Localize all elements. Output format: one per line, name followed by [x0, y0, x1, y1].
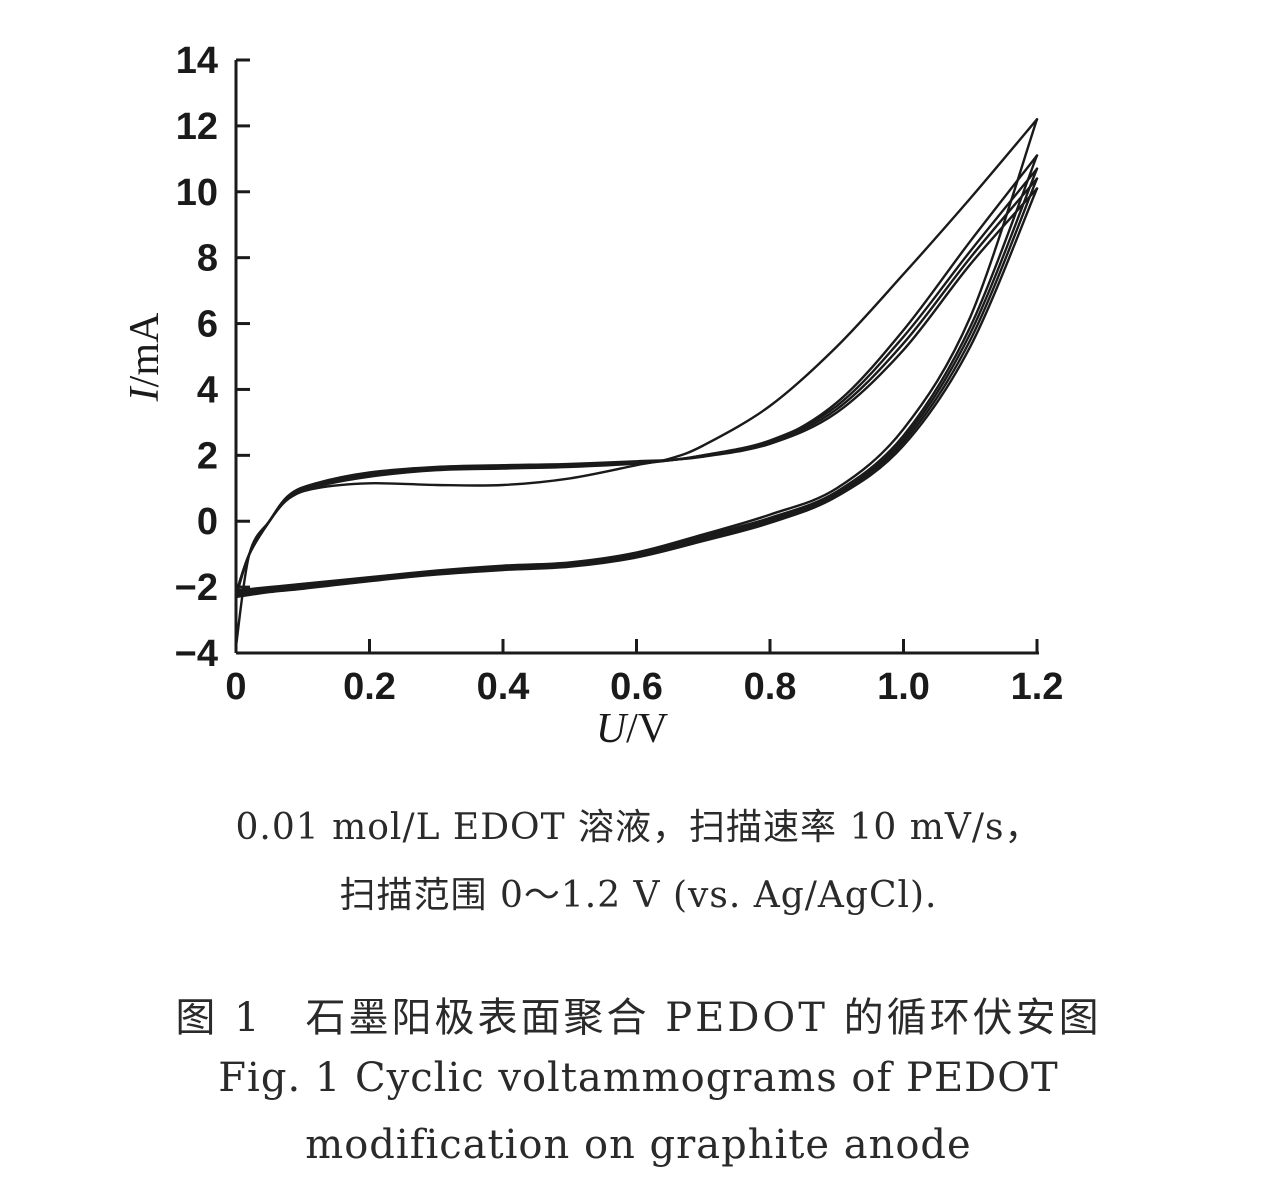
cv-trace-8 — [234, 177, 1039, 597]
cv-trace-9 — [234, 187, 1039, 599]
y-tick-label: 2 — [197, 435, 218, 477]
x-tick-label: 0.6 — [610, 666, 663, 708]
cv-trace-7 — [234, 177, 1039, 597]
x-tick-label: 1.0 — [877, 666, 930, 708]
cv-curves — [234, 118, 1039, 648]
figure-title-en-line-2: modification on graphite anode — [305, 1122, 972, 1168]
figure-title-en-line-1: Fig. 1 Cyclic voltammograms of PEDOT — [218, 1055, 1059, 1101]
axes — [234, 58, 1039, 655]
y-tick-label: 12 — [176, 106, 218, 148]
y-tick-label: 4 — [197, 369, 218, 411]
y-tick-label: 14 — [176, 40, 218, 82]
experimental-note-line-2: 扫描范围 0～1.2 V (vs. Ag/AgCl). — [339, 875, 938, 916]
x-tick-label: 0.8 — [744, 666, 797, 708]
cv-trace-1 — [234, 118, 1039, 648]
experimental-note-line-1: 0.01 mol/L EDOT 溶液，扫描速率 10 mV/s， — [235, 807, 1042, 848]
cv-trace-10 — [234, 187, 1039, 599]
x-tick-labels: 0 0.2 0.4 0.6 0.8 1.0 1.2 — [225, 666, 1063, 708]
x-tick-label: 1.2 — [1011, 666, 1064, 708]
y-tick-label: −4 — [175, 633, 218, 675]
cv-trace-6 — [234, 167, 1039, 595]
y-axis-label: I/mA — [122, 312, 168, 402]
x-axis-label: U/V — [596, 706, 668, 752]
y-tick-labels: −4 −2 0 2 4 6 8 10 12 14 — [175, 40, 218, 675]
x-tick-label: 0.2 — [343, 666, 396, 708]
y-tick-label: −2 — [175, 567, 218, 609]
cv-trace-3 — [234, 154, 1039, 595]
cv-trace-5 — [234, 167, 1039, 595]
cv-trace-4 — [234, 154, 1039, 594]
y-tick-label: 8 — [197, 238, 218, 280]
x-tick-label: 0 — [225, 666, 246, 708]
cv-trace-2 — [234, 118, 1039, 592]
y-tick-label: 10 — [176, 172, 218, 214]
figure-title-cn: 图 1 石墨阳极表面聚合 PEDOT 的循环伏安图 — [175, 995, 1102, 1041]
x-tick-label: 0.4 — [477, 666, 530, 708]
y-tick-label: 6 — [197, 304, 218, 346]
y-tick-label: 0 — [197, 501, 218, 543]
